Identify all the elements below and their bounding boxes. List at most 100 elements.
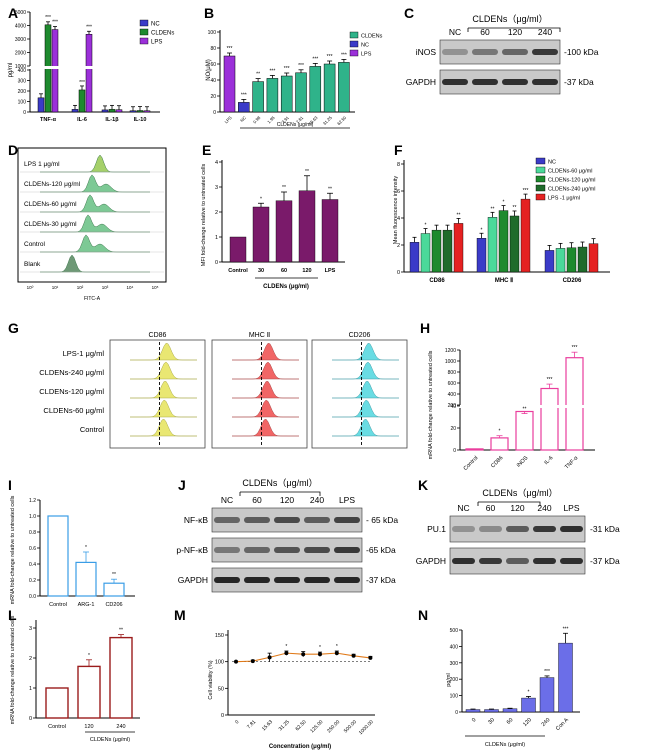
significance-mark: *** — [298, 63, 304, 69]
panel-letter: D — [8, 142, 18, 158]
legend-label: NC — [361, 43, 369, 49]
significance-mark: ** — [256, 72, 260, 78]
y-tick-label: 0.2 — [29, 578, 36, 584]
bar — [520, 198, 531, 273]
x-tick-labels: LPS NC 0.98 1.95 3.91 7.81 15.63 31.25 62.50 — [224, 115, 348, 126]
legend: NC CLDENs-60 μg/ml CLDENs-120 μg/ml CLDENs-… — [535, 157, 596, 202]
bar — [309, 66, 322, 113]
x-tick-label: 0 — [234, 719, 240, 725]
panel-letter: J — [178, 477, 186, 493]
x-axis-label: Concentration (μg/ml) — [269, 744, 331, 750]
lane-labels: NC 60 120 240 — [449, 27, 553, 37]
lane-label: 60 — [486, 503, 496, 513]
y-tick-label: 0 — [221, 713, 224, 719]
bars: ************ — [409, 188, 599, 273]
histogram-curve — [232, 361, 299, 380]
y-tick-label: 0.8 — [29, 530, 36, 536]
blot-band — [479, 526, 502, 532]
kda-label: - 65 kDa — [366, 515, 398, 525]
sample-label: Control — [24, 241, 46, 248]
blot-band — [244, 547, 270, 553]
bar — [108, 109, 116, 113]
bar — [280, 75, 293, 113]
significance-mark: * — [503, 200, 505, 206]
blot-band — [274, 547, 300, 553]
bar — [71, 109, 79, 113]
y-tick-label: 1000 — [15, 64, 26, 70]
x-tick-label: NC — [239, 115, 247, 123]
significance-mark: ** — [523, 407, 527, 413]
significance-mark: * — [425, 223, 427, 229]
blot-band — [274, 577, 300, 583]
legend-swatch — [535, 184, 546, 192]
y-ticks: 0 50 100 150 — [215, 633, 228, 719]
bar — [484, 709, 499, 713]
blot-band — [214, 577, 240, 583]
y-tick-label: 300 — [18, 79, 27, 85]
x-tick-label: CD86 — [490, 455, 504, 469]
y-tick-label: 0.6 — [29, 546, 36, 552]
panel-letter: A — [8, 5, 18, 21]
x-tick-labels: 0 30 60 120 240 Con A — [471, 717, 570, 732]
significance-mark: *** — [544, 669, 550, 675]
bar — [252, 206, 270, 263]
column-title: CD206 — [349, 332, 371, 339]
blot-band — [502, 49, 528, 55]
significance-mark: * — [481, 227, 483, 233]
y-tick-label: 400 — [450, 644, 459, 650]
blot-band — [560, 526, 583, 532]
kda-label: -65 kDa — [366, 545, 396, 555]
x-tick-label: 7.81 — [295, 115, 305, 125]
significance-mark: *** — [523, 188, 529, 194]
legend-label: CLDENs — [361, 34, 383, 40]
bar-break — [44, 66, 52, 69]
bar — [540, 387, 559, 451]
data-point — [334, 651, 339, 656]
x-tick-label: 15.63 — [308, 115, 319, 126]
y-tick-label: 1 — [29, 686, 32, 692]
blot-band — [479, 558, 502, 564]
y-tick-label: 1200 — [445, 348, 456, 354]
histogram-curve — [332, 418, 399, 437]
histogram-curve — [130, 342, 197, 361]
x-tick-label: 240 — [116, 724, 125, 730]
blot-band — [533, 558, 556, 564]
x-tick-label: 120 — [522, 717, 533, 728]
x-tick-label: 10¹ — [52, 285, 59, 290]
bars: ******* — [465, 626, 573, 713]
significance-mark: *** — [547, 377, 553, 383]
blot: iNOS -100 kDa GAPDH -37 kDa — [406, 39, 599, 95]
y-tick-label: 100 — [208, 30, 217, 36]
significance-mark: ** — [112, 572, 116, 578]
bar — [577, 246, 588, 273]
bars: *** — [47, 515, 125, 597]
x-tick-labels: Control 120 240 — [48, 724, 125, 730]
x-tick-labels: Control ARG-1 CD206 — [49, 602, 122, 608]
y-tick-label: 1.2 — [29, 498, 36, 504]
bars: ********* — [465, 345, 584, 451]
y-tick-label: 400 — [448, 392, 457, 398]
significance-mark: * — [88, 653, 90, 659]
x-tick-label: 10⁵ — [152, 285, 159, 290]
y-tick-label: 0.0 — [29, 594, 36, 600]
bar — [502, 708, 518, 713]
legend-swatch — [535, 175, 546, 183]
sample-label: LPS-1 μg/ml — [63, 349, 105, 358]
y-tick-label: 200 — [450, 677, 459, 683]
data-point — [284, 651, 289, 656]
lane-labels: NC 60 120 240 LPS — [221, 495, 355, 505]
y-axis-label: mRNA fold-change relative to untreated c… — [10, 615, 16, 724]
significance-mark: *** — [341, 52, 347, 58]
bracket — [477, 501, 541, 506]
legend-swatch — [139, 19, 149, 27]
y-tick-label: 4000 — [15, 24, 26, 30]
y-axis-label: mRNA fold-change relative to untreated c… — [10, 495, 16, 604]
legend-label: LPS — [151, 40, 162, 46]
bar — [103, 582, 125, 597]
y-tick-label: 0 — [453, 448, 456, 454]
x-axis-label: CLDENs (μg/ml) — [277, 122, 314, 128]
significance-mark: *** — [312, 56, 318, 62]
blot-band — [442, 79, 468, 85]
